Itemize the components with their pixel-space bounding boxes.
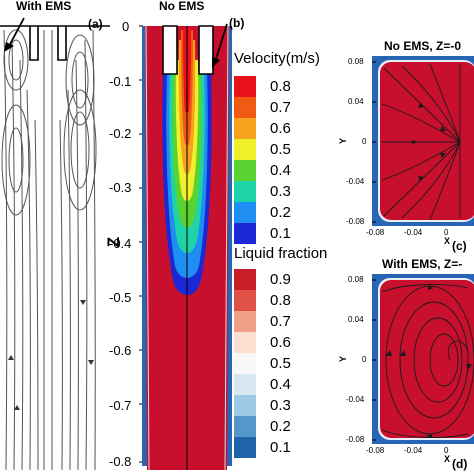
panel-b-arrow-icon: [212, 23, 228, 68]
legend-level-label: 0.9: [270, 270, 291, 288]
liquid-legend: Liquid fraction 0.9 0.8 0.7 0.6 0.5 0.4 0.3 0.2…: [232, 243, 342, 473]
z-tick: -0.4: [109, 236, 132, 251]
panel-c-xtick: 0: [444, 228, 449, 237]
panel-d: With EMS, Z=- Y 0.08 0.0: [338, 256, 474, 474]
panel-a-streamlines: [0, 25, 110, 471]
panel-a: With EMS (a): [0, 0, 110, 474]
panel-a-title: With EMS: [16, 0, 72, 13]
panel-c-x-label: X: [444, 236, 451, 246]
panel-c-title: No EMS, Z=-0: [384, 39, 462, 53]
legend-swatch: [234, 160, 256, 181]
legend-swatch: [234, 118, 256, 139]
panel-c-ytick: 0.08: [348, 57, 364, 66]
panel-c-ytick: -0.04: [346, 177, 365, 186]
legend-level-label: 0.4: [270, 375, 291, 393]
legend-swatch: [234, 181, 256, 202]
legend-level-label: 0.8: [270, 291, 291, 309]
z-tick: 0: [122, 19, 130, 34]
panel-a-label: (a): [88, 17, 103, 31]
legend-level-label: 0.6: [270, 119, 291, 137]
panel-b-label: (b): [229, 16, 245, 30]
panel-d-ytick: -0.08: [346, 435, 365, 444]
velocity-legend: Velocity(m/s) 0.8 0.7 0.6 0.5 0.4 0.3 0.2 0.1: [232, 48, 342, 248]
z-tick: -0.5: [109, 290, 132, 305]
legend-level-label: 0.2: [270, 417, 291, 435]
panel-d-ytick: 0.08: [348, 275, 364, 284]
legend-swatch: [234, 374, 256, 395]
legend-level-label: 0.5: [270, 354, 291, 372]
panel-d-y-label: Y: [338, 355, 349, 363]
panel-c-ytick: -0.08: [346, 217, 365, 226]
legend-swatch: [234, 76, 256, 97]
z-tick: -0.2: [109, 126, 132, 141]
legend-swatch: [234, 332, 256, 353]
panel-c-label: (c): [452, 239, 467, 253]
z-tick: -0.7: [109, 398, 132, 413]
legend-swatch: [234, 223, 256, 244]
panel-c: No EMS, Z=-0: [338, 38, 474, 256]
panel-d-xtick: 0: [444, 446, 449, 455]
legend-level-label: 0.6: [270, 333, 291, 351]
panel-c-ytick: 0.04: [348, 97, 364, 106]
z-tick: -0.6: [109, 343, 132, 358]
panel-a-arrow-icon: [4, 17, 25, 52]
panel-d-plot: [372, 274, 474, 444]
legend-swatch: [234, 437, 256, 458]
panel-c-xtick: -0.08: [366, 228, 385, 237]
legend-level-label: 0.1: [270, 438, 291, 456]
panel-d-ytick: 0.04: [348, 315, 364, 324]
panel-d-title: With EMS, Z=-: [382, 257, 463, 271]
legend-level-label: 0.8: [270, 77, 291, 95]
z-tick: -0.3: [109, 180, 132, 195]
legend-swatch: [234, 416, 256, 437]
legend-swatch: [234, 202, 256, 223]
liquid-legend-title: Liquid fraction: [234, 245, 328, 262]
legend-level-label: 0.3: [270, 396, 291, 414]
panel-c-ytick: 0: [362, 137, 367, 146]
legend-level-label: 0.7: [270, 98, 291, 116]
panel-d-ytick: 0: [362, 355, 367, 364]
legend-level-label: 0.5: [270, 140, 291, 158]
panel-c-xtick: -0.04: [404, 228, 423, 237]
legend-swatch: [234, 311, 256, 332]
legend-swatch: [234, 395, 256, 416]
panel-d-xtick: -0.04: [404, 446, 423, 455]
panel-b-title: No EMS: [159, 0, 205, 13]
panel-c-y-label: Y: [338, 137, 349, 145]
panel-b-field: [139, 25, 232, 471]
legend-level-label: 0.2: [270, 203, 291, 221]
panel-b: Z 0 -0.1 -0.2 -0.3 -0.4 -0.5 -0.6 -0.7 -…: [104, 0, 244, 474]
panel-d-ytick: -0.04: [346, 395, 365, 404]
panel-d-x-label: X: [444, 454, 451, 464]
legend-level-label: 0.7: [270, 312, 291, 330]
legend-swatch: [234, 269, 256, 290]
legend-level-label: 0.3: [270, 182, 291, 200]
legend-level-label: 0.4: [270, 161, 291, 179]
legend-swatch: [234, 139, 256, 160]
z-tick: -0.8: [109, 454, 132, 469]
legend-swatch: [234, 353, 256, 374]
panel-d-label: (d): [452, 457, 468, 471]
legend-swatch: [234, 290, 256, 311]
velocity-legend-title: Velocity(m/s): [234, 50, 320, 67]
z-tick: -0.1: [109, 74, 132, 89]
legend-level-label: 0.1: [270, 224, 291, 242]
panel-c-plot: [372, 56, 474, 226]
panel-d-xtick: -0.08: [366, 446, 385, 455]
legend-swatch: [234, 97, 256, 118]
